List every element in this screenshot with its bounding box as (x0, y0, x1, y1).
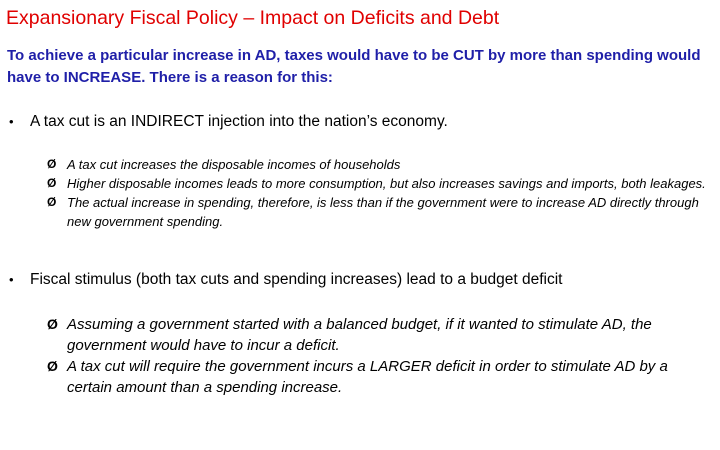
arrow-bullet-icon: Ø (47, 358, 58, 374)
slide-title: Expansionary Fiscal Policy – Impact on D… (6, 7, 500, 29)
sub-item-text: The actual increase in spending, therefo… (67, 195, 699, 229)
intro-text: To achieve a particular increase in AD, … (7, 47, 701, 86)
sub-item: Ø Higher disposable incomes leads to mor… (47, 174, 712, 193)
sub-item: Ø A tax cut increases the disposable inc… (47, 155, 712, 174)
sub-item: Ø The actual increase in spending, there… (47, 193, 712, 231)
sub-item: Ø A tax cut will require the government … (47, 356, 712, 398)
arrow-bullet-icon: Ø (47, 157, 57, 171)
sub-list-budget-deficit: Ø Assuming a government started with a b… (47, 314, 712, 398)
sub-item-text: A tax cut will require the government in… (67, 358, 668, 396)
sub-item-text: Higher disposable incomes leads to more … (67, 176, 706, 191)
bullet-dot-icon: • (9, 114, 14, 129)
sub-list-tax-cut: Ø A tax cut increases the disposable inc… (47, 155, 712, 231)
bullet-text: A tax cut is an INDIRECT injection into … (30, 113, 448, 130)
arrow-bullet-icon: Ø (47, 316, 58, 332)
bullet-tax-cut-indirect: • A tax cut is an INDIRECT injection into… (9, 112, 448, 132)
bullet-text: Fiscal stimulus (both tax cuts and spend… (30, 271, 563, 288)
arrow-bullet-icon: Ø (47, 195, 57, 209)
sub-item-text: Assuming a government started with a bal… (67, 316, 652, 354)
bullet-fiscal-stimulus: • Fiscal stimulus (both tax cuts and spen… (9, 270, 562, 290)
bullet-dot-icon: • (9, 272, 14, 287)
arrow-bullet-icon: Ø (47, 176, 57, 190)
sub-item: Ø Assuming a government started with a b… (47, 314, 712, 356)
sub-item-text: A tax cut increases the disposable incom… (67, 157, 401, 172)
